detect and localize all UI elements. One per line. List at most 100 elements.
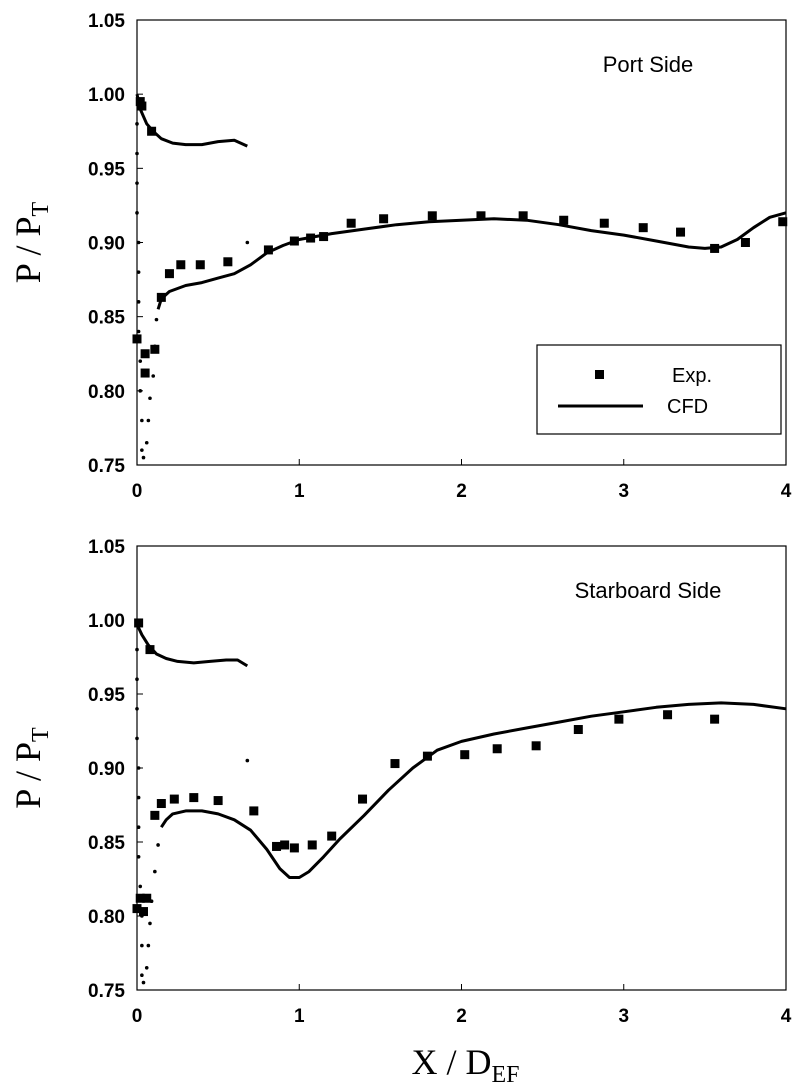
panel-top-x-tick-label: 3 — [618, 481, 629, 502]
panel-top-cfd-point — [136, 270, 141, 274]
panel-bottom-cfd-point — [141, 980, 146, 985]
panel-bottom-cfd-point — [136, 855, 141, 859]
panel-top-y-tick-label: 0.75 — [88, 456, 125, 477]
panel-top-exp-marker — [150, 344, 160, 354]
panel-top-cfd-point — [140, 418, 144, 423]
panel-bottom-cfd-point — [144, 966, 149, 970]
panel-bottom-cfd-point — [148, 921, 152, 926]
panel-top-exp-marker — [346, 218, 356, 228]
panel-bottom-cfd-point — [140, 943, 144, 948]
panel-top-exp-marker — [559, 215, 569, 225]
panel-bottom-cfd-point — [136, 795, 141, 800]
panel-bottom-cfd-point — [245, 758, 250, 763]
panel-top-cfd-point — [148, 396, 152, 401]
panel-bottom-y-tick-label: 1.05 — [88, 537, 125, 558]
panel-top-cfd-point — [135, 122, 139, 126]
panel-top-exp-marker — [176, 260, 186, 270]
panel-bottom-exp-marker — [135, 893, 145, 903]
panel-top-exp-marker — [132, 334, 142, 344]
panel-top-annotation: Port Side — [603, 52, 694, 77]
panel-top-exp-marker — [778, 217, 788, 227]
panel-top-cfd-point — [136, 329, 141, 334]
panel-top-exp-marker — [263, 245, 273, 255]
panel-top-cfd-point — [136, 300, 141, 304]
panel-bottom-exp-marker — [460, 750, 470, 760]
panel-bottom-cfd-point — [136, 766, 141, 770]
panel-bottom-exp-marker — [138, 907, 148, 917]
panel-bottom-x-tick-label: 4 — [781, 1006, 792, 1027]
panel-top-cfd-point — [153, 344, 157, 349]
panel-bottom-cfd-point — [140, 914, 144, 918]
panel-top-y-tick-label: 1.05 — [88, 11, 125, 32]
panel-top-exp-marker — [599, 218, 609, 228]
panel-bottom-cfd-point — [146, 943, 151, 948]
panel-top-chart: 0.75 0.80 0.85 0.90 0.95 1.00 1.05 0 1 2 3 4 P / PT P… — [8, 11, 792, 502]
panel-top-cfd-point — [138, 389, 143, 393]
panel-top-cfd-point — [135, 151, 139, 156]
panel-bottom-y-tick-label: 0.85 — [88, 833, 125, 854]
panel-bottom-cfd-point — [156, 843, 160, 847]
panel-top-cfd-point — [135, 181, 139, 185]
panel-top-exp-marker — [223, 257, 233, 267]
panel-bottom-exp-marker — [156, 799, 166, 809]
panel-bottom-exp-marker — [134, 618, 144, 628]
panel-top-exp-marker — [140, 349, 150, 359]
panel-top-cfd-point — [138, 359, 143, 363]
panel-bottom-cfd-point — [135, 677, 139, 681]
panel-top-exp-marker — [137, 101, 147, 111]
panel-top-exp-marker — [740, 238, 750, 247]
panel-bottom-cfd-point — [135, 736, 139, 741]
panel-top-cfd-line — [135, 93, 248, 148]
panel-bottom-y-tick-label: 0.90 — [88, 759, 125, 780]
panel-bottom-cfd-line — [160, 701, 787, 879]
panel-top-cfd-point — [154, 317, 159, 322]
panel-top-exp-marker — [676, 227, 686, 237]
panel-bottom-cfd-point — [149, 899, 154, 903]
panel-top-exp-marker — [427, 211, 437, 221]
panel-bottom-cfd-point — [135, 647, 139, 652]
panel-top-cfd-point — [140, 448, 144, 452]
panel-top-exp-marker — [638, 223, 648, 233]
panel-bottom-exp-marker — [142, 893, 152, 903]
panel-top-y-tick-label: 1.00 — [88, 85, 125, 106]
panel-bottom-y-tick-label: 0.80 — [88, 907, 125, 928]
panel-bottom-x-axis-label: X / DEF — [411, 1042, 519, 1088]
panel-bottom-y-tick-label: 0.95 — [88, 685, 125, 706]
panel-top-cfd-point — [151, 374, 156, 378]
panel-top-y-axis-label: P / PT — [8, 201, 54, 283]
panel-top-exp-marker — [379, 214, 389, 224]
panel-bottom-exp-marker — [249, 806, 259, 816]
panel-bottom-cfd-line — [135, 623, 249, 668]
panel-bottom-exp-marker — [710, 714, 720, 724]
panel-bottom-cfd-point — [138, 884, 143, 889]
panel-bottom-exp-marker — [390, 759, 400, 769]
panel-bottom-exp-marker — [663, 710, 673, 720]
panel-bottom-exp-marker — [492, 744, 502, 754]
panel-bottom-exp-marker — [169, 794, 179, 804]
panel-top-x-tick-label: 1 — [294, 481, 305, 502]
panel-top-y-tick-label: 0.80 — [88, 382, 125, 403]
panel-top-cfd-point — [141, 455, 146, 460]
panel-top-cfd-point — [245, 240, 250, 245]
panel-bottom-chart: 0.75 0.80 0.85 0.90 0.95 1.00 1.05 0 1 2 3 4 P / PT X… — [8, 537, 792, 1088]
panel-bottom-plot-frame — [136, 545, 787, 991]
panel-bottom-exp-marker — [189, 793, 199, 803]
panel-bottom-y-axis-label: P / PT — [8, 727, 54, 809]
panel-top-x-tick-label: 0 — [132, 481, 143, 502]
panel-top-cfd-point — [136, 240, 141, 245]
panel-bottom-exp-marker — [307, 840, 317, 850]
panel-bottom-x-tick-label: 0 — [132, 1006, 143, 1027]
panel-bottom-cfd-point — [135, 707, 139, 711]
panel-top-x-tick-label: 4 — [781, 481, 792, 502]
panel-top-x-tick-label: 2 — [456, 481, 467, 502]
legend-box — [536, 344, 782, 435]
panel-top-legend: Exp. CFD — [536, 344, 782, 435]
panel-bottom-exp-marker — [145, 645, 155, 655]
panel-bottom-exp-marker — [531, 741, 541, 751]
legend-cfd-label: CFD — [667, 396, 708, 418]
legend-exp-marker — [595, 370, 604, 379]
panel-top-y-tick-label: 0.95 — [88, 159, 125, 180]
panel-top-y-tick-label: 0.90 — [88, 234, 125, 255]
panel-bottom-exp-marker — [289, 843, 299, 853]
